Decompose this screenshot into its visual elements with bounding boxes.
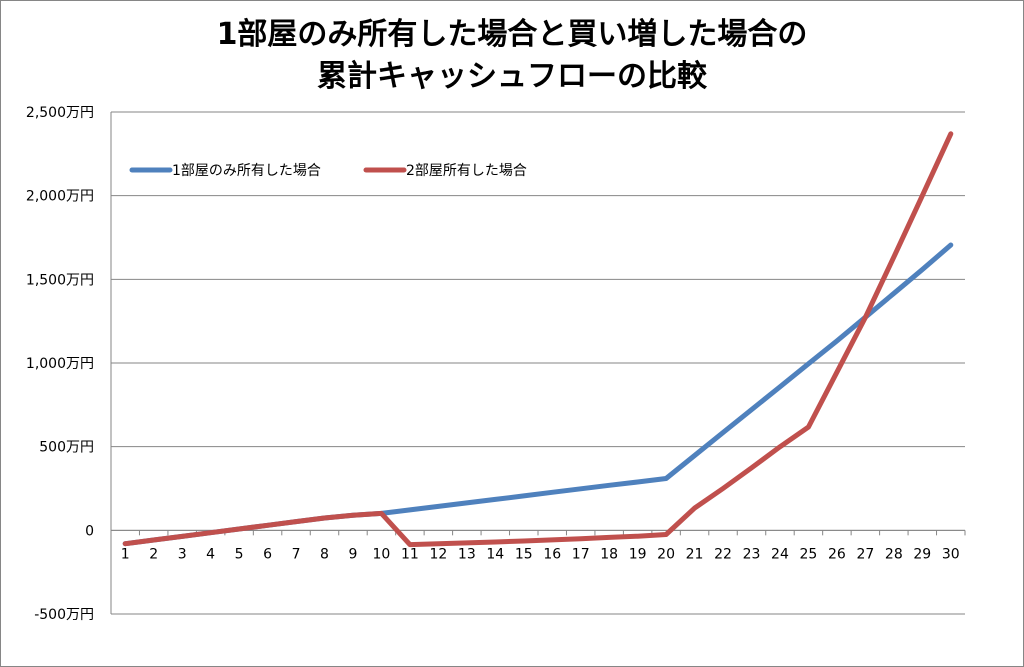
y-tick-label: 2,500万円	[26, 105, 94, 121]
x-tick-label: 23	[743, 546, 761, 562]
chart-title-line-2: 累計キャッシュフローの比較	[317, 59, 707, 94]
x-axis: 1 2 3 4 5 6 7 8 9 10 11 12 13 14 15 16 17 18 19 20 21 22 23 24 2…	[110, 529, 966, 562]
x-tick-label: 16	[543, 546, 561, 562]
x-tick-label: 7	[292, 546, 301, 562]
y-tick-label: 1,500万円	[26, 272, 94, 288]
x-tick-label: 9	[349, 546, 358, 562]
x-tick-label: 5	[235, 546, 244, 562]
chart-title: 1部屋のみ所有した場合と買い増した場合の 累計キャッシュフローの比較	[0, 14, 1024, 98]
legend: 1部屋のみ所有した場合 2部屋所有した場合	[129, 163, 527, 179]
y-tick-label: 0	[85, 523, 94, 539]
y-tick-label: -500万円	[34, 607, 94, 623]
chart-title-line-1: 1部屋のみ所有した場合と買い増した場合の	[216, 17, 808, 52]
x-tick-label: 19	[629, 546, 647, 562]
x-tick-label: 15	[515, 546, 533, 562]
x-tick-label: 4	[206, 546, 215, 562]
gridlines	[111, 111, 965, 615]
x-tick-label: 25	[800, 546, 818, 562]
x-tick-label: 8	[320, 546, 329, 562]
x-tick-label: 14	[486, 546, 504, 562]
y-axis: -500万円 0 500万円 1,000万円 1,500万円 2,000万円 2,500万円	[26, 105, 112, 623]
legend-label: 2部屋所有した場合	[406, 163, 527, 179]
x-tick-label: 24	[771, 546, 789, 562]
x-tick-label: 27	[856, 546, 874, 562]
x-tick-label: 28	[885, 546, 903, 562]
x-tick-label: 18	[600, 546, 618, 562]
x-tick-label: 3	[178, 546, 187, 562]
y-tick-label: 1,000万円	[26, 356, 94, 372]
y-tick-label: 500万円	[39, 440, 94, 456]
x-tick-label: 12	[429, 546, 447, 562]
legend-label: 1部屋のみ所有した場合	[172, 163, 321, 179]
x-tick-label: 11	[401, 546, 419, 562]
x-tick-label: 29	[913, 546, 931, 562]
x-tick-label: 1	[121, 546, 130, 562]
x-tick-label: 17	[572, 546, 590, 562]
x-tick-label: 6	[263, 546, 272, 562]
x-tick-label: 22	[714, 546, 732, 562]
x-tick-label: 10	[373, 546, 391, 562]
x-tick-label: 26	[828, 546, 846, 562]
x-tick-label: 30	[942, 546, 960, 562]
series-lines	[122, 131, 954, 548]
x-tick-label: 20	[657, 546, 675, 562]
y-tick-label: 2,000万円	[26, 189, 94, 205]
x-tick-label: 13	[458, 546, 476, 562]
x-tick-label: 21	[686, 546, 704, 562]
series-line-2	[122, 131, 954, 548]
x-tick-label: 2	[149, 546, 158, 562]
